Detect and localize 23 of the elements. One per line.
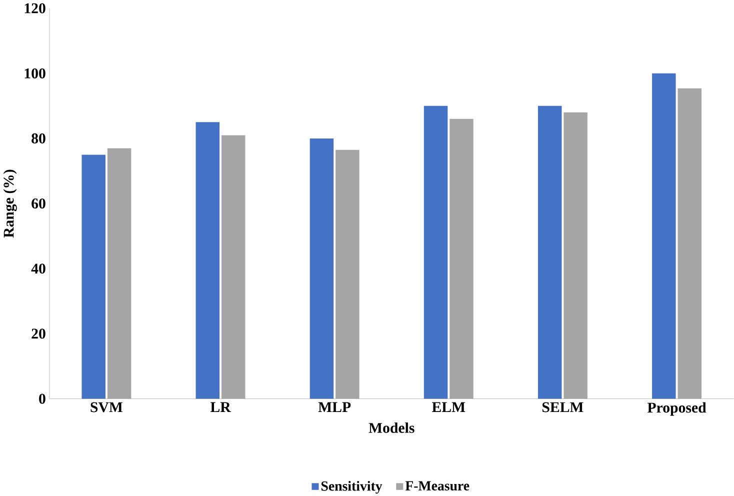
legend-label: Sensitivity [321, 480, 382, 494]
x-tick-label: SELM [542, 402, 584, 412]
y-tick-label: 40 [31, 264, 46, 274]
y-tick-label: 0 [39, 394, 46, 404]
y-axis-title: Range (%) [3, 170, 17, 238]
y-tick-label: 60 [32, 198, 46, 209]
bar [196, 122, 220, 399]
x-tick-label: LR [210, 402, 231, 412]
x-tick-label: SVM [90, 402, 123, 412]
bar [424, 106, 448, 399]
bar [310, 138, 334, 399]
x-tick-label: Proposed [647, 402, 706, 416]
y-tick-label: 100 [24, 68, 46, 78]
bar [652, 73, 676, 399]
y-tick-label: 120 [24, 3, 46, 14]
x-tick-label: ELM [432, 402, 466, 412]
x-axis-title: Models [368, 422, 414, 433]
legend-label: F-Measure [405, 481, 470, 490]
y-tick-label: 80 [32, 133, 46, 144]
bar [82, 154, 106, 399]
bar [538, 106, 562, 399]
x-tick-label: MLP [318, 402, 351, 412]
y-tick-label: 20 [32, 328, 46, 339]
